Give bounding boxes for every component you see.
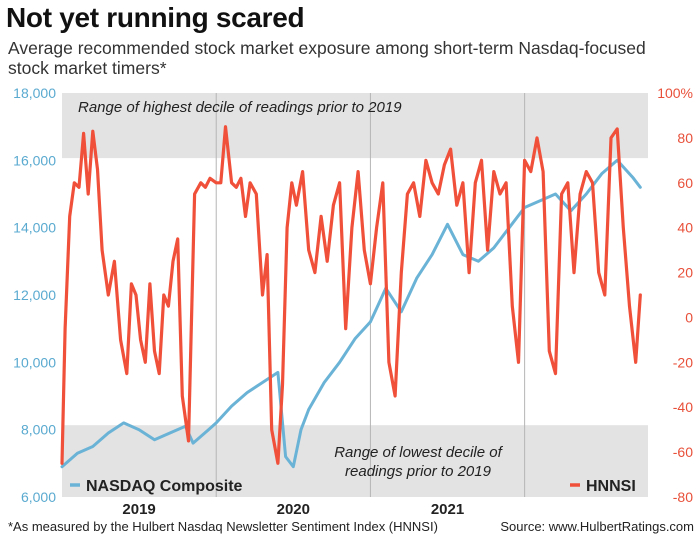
x-tick-label: 2020: [277, 501, 310, 518]
decile-bands: [62, 93, 648, 497]
right-tick-label: -60: [673, 444, 693, 460]
chart-title: Not yet running scared: [6, 2, 305, 33]
left-axis-ticks: 6,000 8,000 10,000 12,000 14,000 16,000 18,000: [13, 85, 56, 505]
chart-subtitle: Average recommended stock market exposur…: [8, 38, 646, 78]
series-lines: [60, 125, 642, 469]
right-tick-label: 80: [677, 130, 693, 146]
right-tick-label: 20: [677, 265, 693, 281]
band-label-low-line: readings prior to 2019: [345, 463, 492, 480]
right-axis-ticks: -80 -60 -40 -20 0 20 40 60 80 100%: [657, 85, 693, 505]
x-tick-label: 2019: [122, 501, 155, 518]
source-credit: Source: www.HulbertRatings.com: [500, 519, 694, 534]
x-axis-ticks: 2019 2020 2021: [122, 501, 464, 518]
left-tick-label: 14,000: [13, 220, 56, 236]
right-tick-label: 0: [685, 309, 693, 325]
decile-band-high: [62, 93, 648, 159]
legend-label-hnnsi: HNNSI: [586, 478, 636, 495]
left-tick-label: 10,000: [13, 354, 56, 370]
legend-label-nasdaq: NASDAQ Composite: [86, 478, 243, 495]
right-tick-label: 60: [677, 175, 693, 191]
band-labels: Range of highest decile of readings prio…: [78, 99, 504, 480]
left-tick-label: 16,000: [13, 152, 56, 168]
left-tick-label: 18,000: [13, 85, 56, 101]
footnote: *As measured by the Hulbert Nasdaq Newsl…: [8, 519, 438, 534]
right-tick-label: -40: [673, 399, 693, 415]
left-tick-label: 6,000: [21, 489, 56, 505]
hnnsi-line: [60, 125, 642, 465]
band-label-high: Range of highest decile of readings prio…: [78, 99, 402, 116]
right-tick-label: -80: [673, 489, 693, 505]
right-tick-label: -20: [673, 354, 693, 370]
right-tick-label: 40: [677, 220, 693, 236]
left-tick-label: 8,000: [21, 422, 56, 438]
band-label-low-line: Range of lowest decile of: [334, 444, 503, 461]
left-tick-label: 12,000: [13, 287, 56, 303]
legend: NASDAQ Composite HNNSI: [70, 478, 636, 495]
right-tick-label: 100%: [657, 85, 693, 101]
x-tick-label: 2021: [431, 501, 464, 518]
